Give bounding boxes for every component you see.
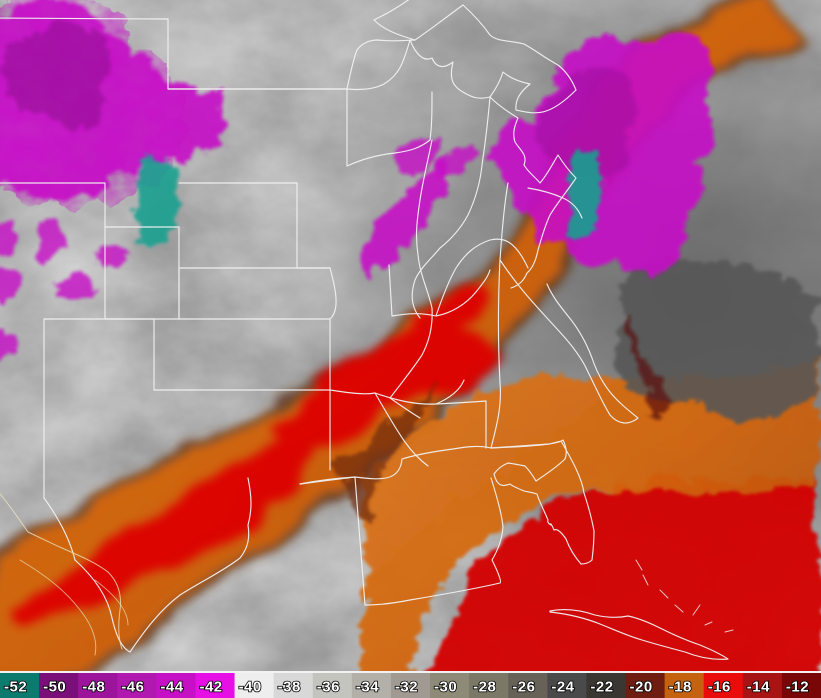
svg-text:-42: -42 <box>199 679 222 696</box>
svg-text:-50: -50 <box>43 679 66 696</box>
svg-text:-40: -40 <box>239 679 262 696</box>
svg-text:-32: -32 <box>395 679 418 696</box>
svg-text:-36: -36 <box>317 679 340 696</box>
svg-text:-44: -44 <box>160 679 183 696</box>
svg-text:-12: -12 <box>786 679 809 696</box>
svg-text:-30: -30 <box>434 679 457 696</box>
svg-text:-16: -16 <box>708 679 731 696</box>
svg-text:-14: -14 <box>747 679 770 696</box>
svg-text:-46: -46 <box>121 679 144 696</box>
svg-text:-26: -26 <box>512 679 535 696</box>
svg-text:-24: -24 <box>551 679 574 696</box>
svg-text:-20: -20 <box>630 679 653 696</box>
svg-text:-18: -18 <box>669 679 692 696</box>
svg-text:-22: -22 <box>590 679 613 696</box>
svg-text:-38: -38 <box>278 679 301 696</box>
svg-text:-48: -48 <box>82 679 105 696</box>
svg-text:-28: -28 <box>473 679 496 696</box>
svg-text:-52: -52 <box>4 679 27 696</box>
svg-text:-34: -34 <box>356 679 379 696</box>
